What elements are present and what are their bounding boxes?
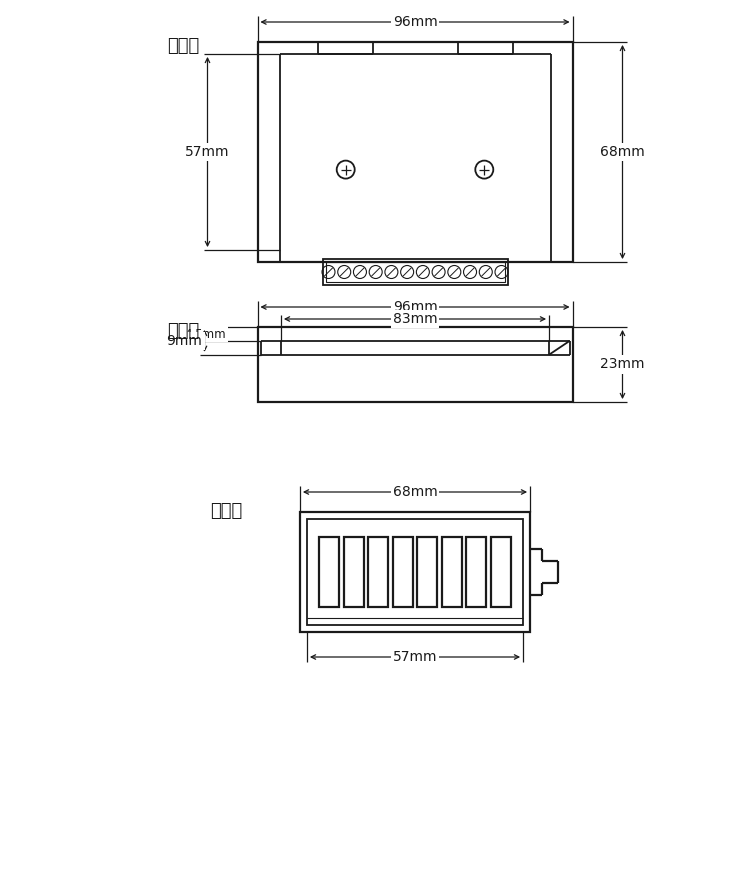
- Bar: [322, 259, 508, 285]
- Bar: [490, 537, 511, 607]
- Text: 9mm: 9mm: [166, 334, 202, 348]
- Text: 68mm: 68mm: [600, 145, 645, 159]
- Bar: [393, 537, 412, 607]
- Text: 96mm: 96mm: [393, 300, 437, 314]
- Bar: [344, 537, 364, 607]
- Text: 4.5mm: 4.5mm: [184, 327, 226, 340]
- Bar: [368, 537, 388, 607]
- Text: 83mm: 83mm: [393, 312, 437, 326]
- Bar: [417, 537, 437, 607]
- Bar: [257, 327, 572, 402]
- Bar: [326, 262, 505, 282]
- Text: 57mm: 57mm: [393, 650, 437, 664]
- Text: 57mm: 57mm: [185, 145, 230, 159]
- Bar: [320, 537, 340, 607]
- Text: 23mm: 23mm: [600, 357, 645, 371]
- Bar: [300, 512, 530, 632]
- Bar: [307, 519, 523, 625]
- Text: 96mm: 96mm: [393, 15, 437, 29]
- Text: 俯视图: 俯视图: [167, 37, 200, 55]
- Text: 68mm: 68mm: [393, 485, 437, 499]
- Bar: [442, 537, 462, 607]
- Text: 背视图: 背视图: [167, 322, 200, 340]
- Bar: [466, 537, 486, 607]
- Bar: [257, 42, 572, 262]
- Text: 侧视图: 侧视图: [210, 502, 242, 520]
